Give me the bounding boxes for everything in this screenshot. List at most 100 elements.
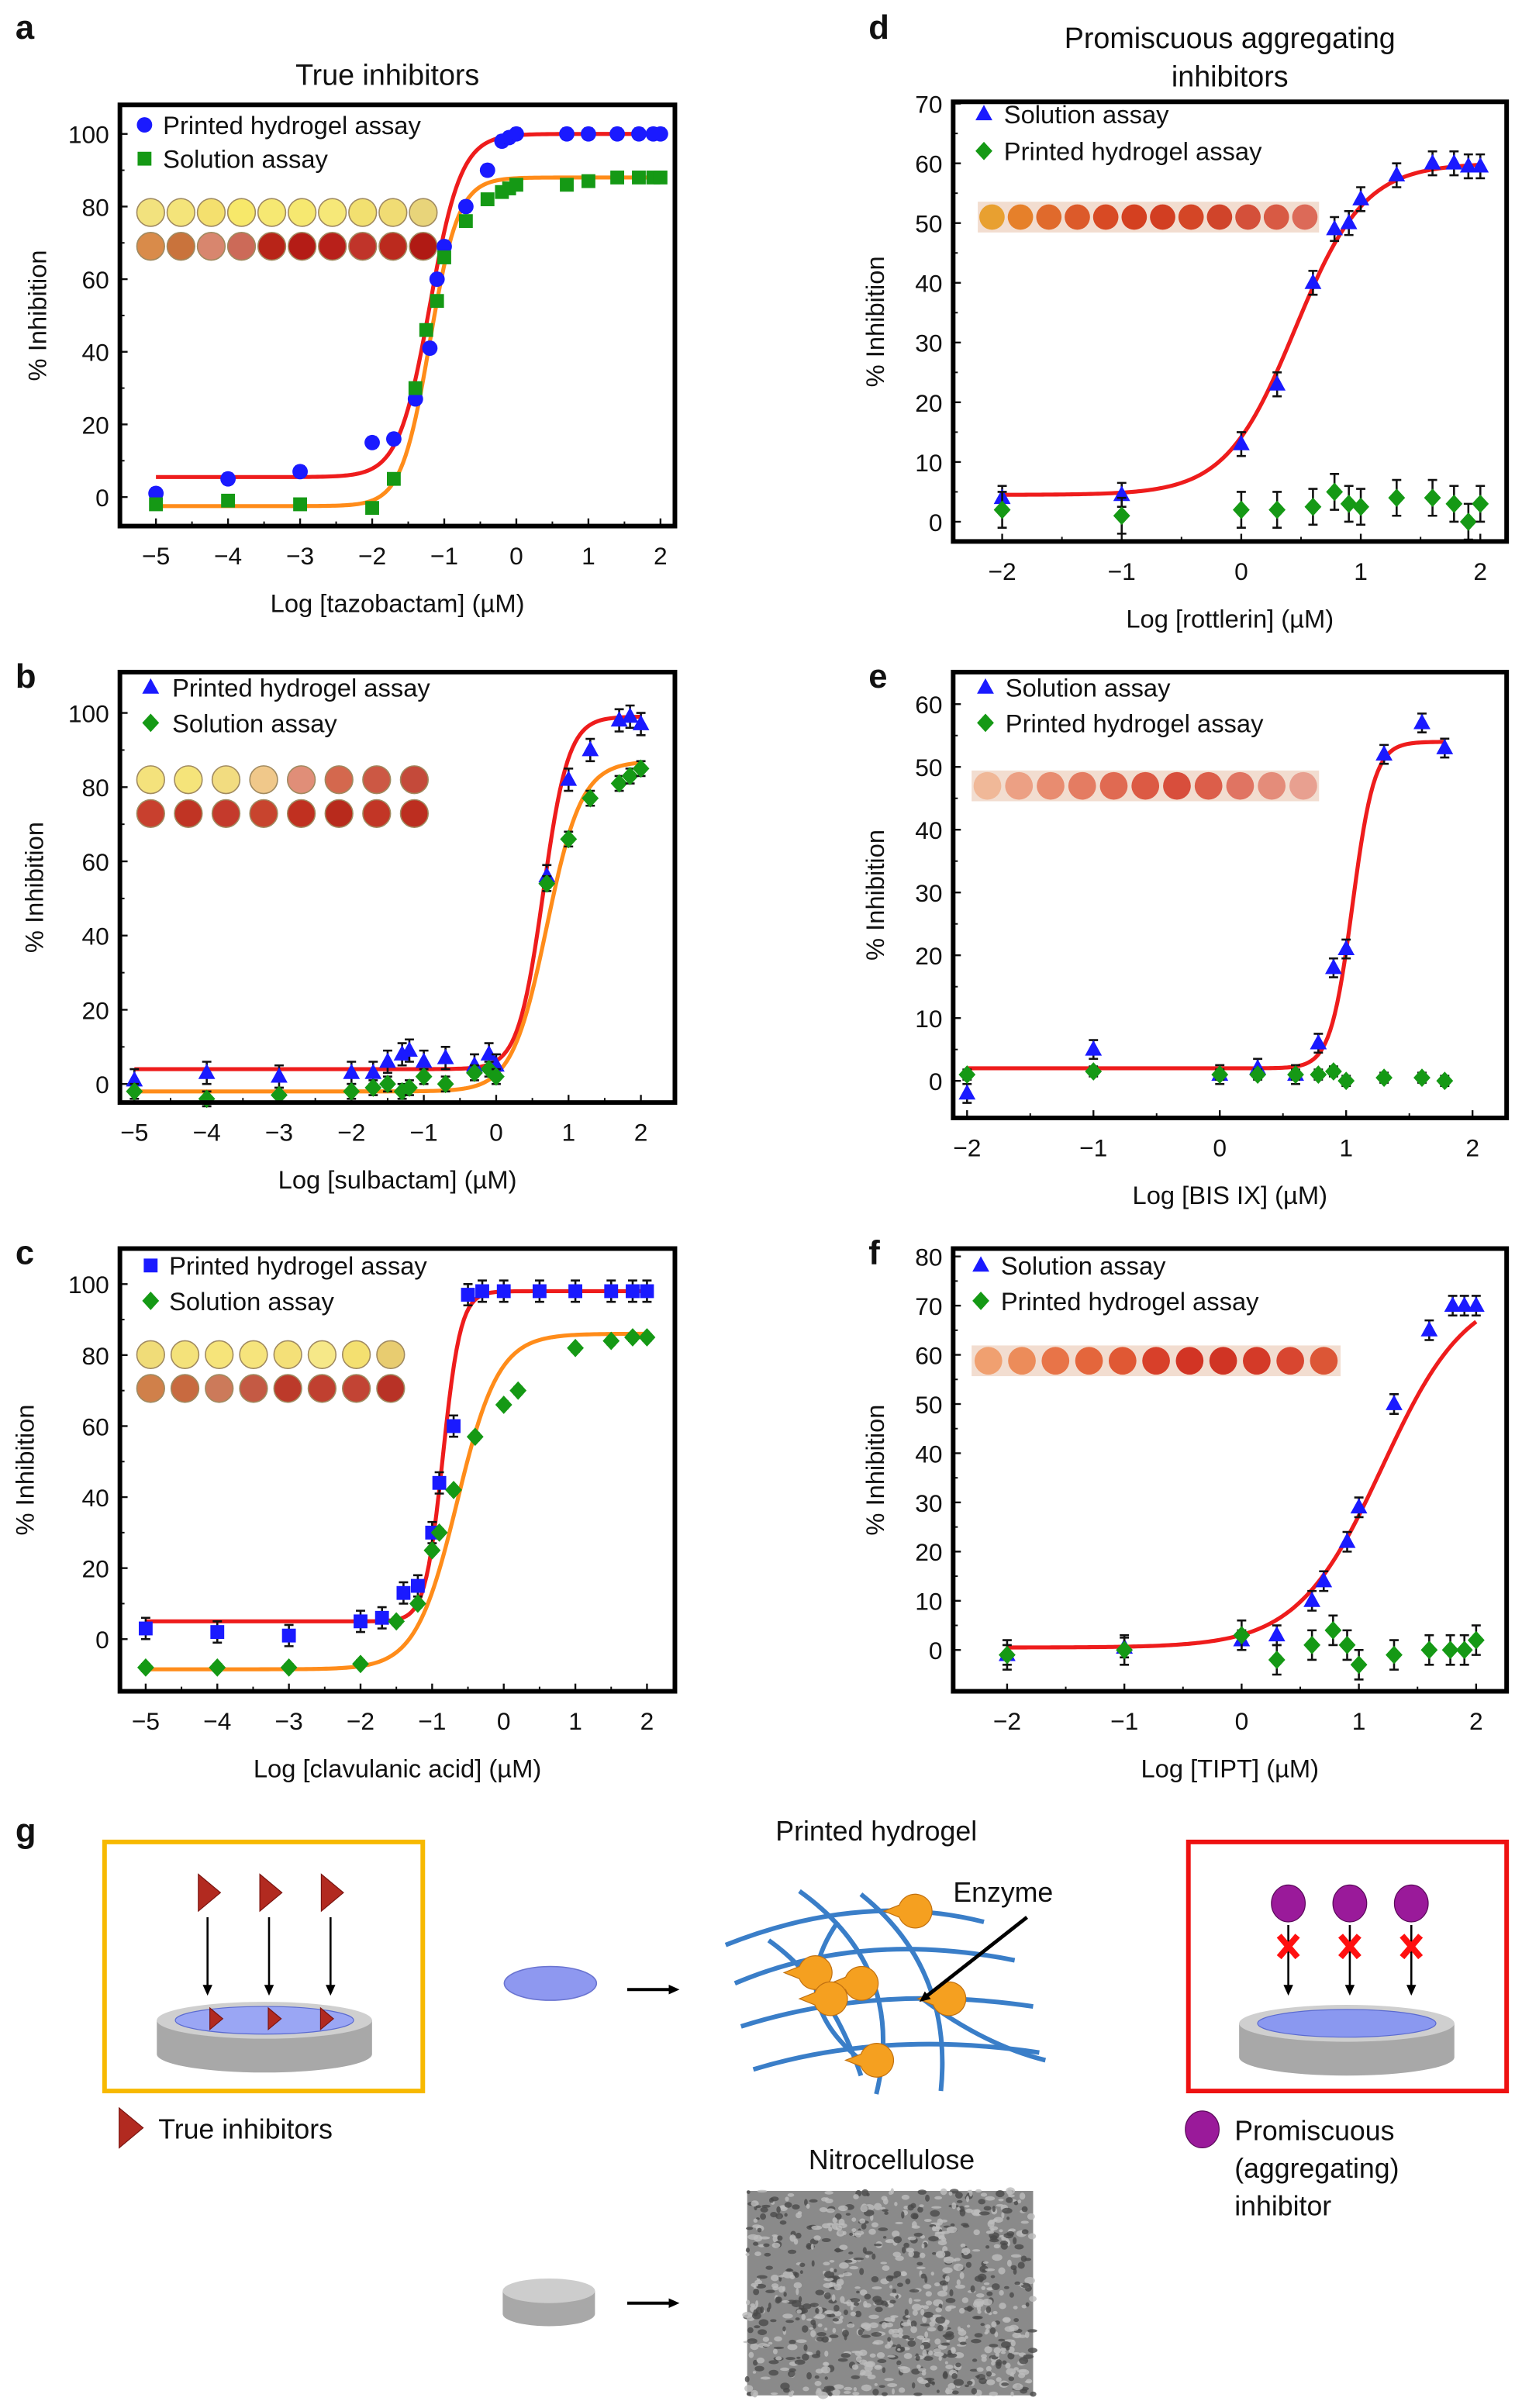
promiscuous-inhibitor-label: Promiscuous — [1234, 2116, 1394, 2147]
true-inhibitors-label: True inhibitors — [158, 2114, 333, 2145]
panel-label: g — [16, 1813, 36, 1850]
plate-photo-inset — [136, 765, 430, 829]
x-tick-label: 0 — [1234, 557, 1248, 585]
x-axis-label: Log [TIPT] (µM) — [1141, 1754, 1319, 1783]
y-tick-label: 30 — [915, 1489, 942, 1517]
well — [1108, 1347, 1137, 1375]
plot-frame — [951, 99, 1510, 544]
data-point — [1386, 1645, 1403, 1665]
well — [1092, 204, 1119, 230]
well — [1226, 771, 1255, 800]
true-inhibitor-icon — [320, 1873, 344, 1913]
data-point — [495, 1395, 513, 1414]
legend: Solution assay Printed hydrogel assay — [977, 674, 1264, 737]
enzyme-icon — [798, 1981, 848, 2016]
data-point — [1420, 1320, 1438, 1337]
well — [1041, 1347, 1070, 1375]
well — [257, 232, 287, 261]
y-axis-label: % Inhibition — [20, 822, 49, 953]
well — [1276, 1347, 1304, 1375]
data-point — [1304, 497, 1322, 516]
blocked-x-icon — [1338, 1934, 1362, 1960]
y-tick-label: 40 — [81, 339, 109, 367]
panel-label: f — [868, 1234, 880, 1271]
data-point — [1304, 273, 1322, 289]
well — [286, 765, 316, 795]
down-arrow-icon — [326, 1917, 336, 1996]
data-point — [581, 174, 595, 188]
x-tick-label: −1 — [1110, 1707, 1138, 1735]
data-point — [220, 471, 236, 487]
well — [273, 1340, 302, 1369]
data-point — [1338, 1636, 1356, 1654]
well — [1258, 771, 1286, 800]
data-point — [1350, 1498, 1368, 1514]
data-point — [1326, 219, 1344, 236]
data-point — [604, 1284, 619, 1299]
x-tick-label: −4 — [203, 1707, 231, 1735]
data-point — [632, 715, 650, 730]
fit-curve-1 — [156, 132, 661, 479]
y-tick-label: 80 — [915, 1244, 942, 1271]
well — [979, 204, 1005, 230]
data-point — [429, 271, 445, 288]
y-tick-label: 60 — [81, 1413, 109, 1440]
data-point — [1386, 1395, 1403, 1410]
y-tick-label: 60 — [915, 1341, 942, 1369]
y-tick-label: 40 — [915, 816, 942, 844]
data-point — [423, 1540, 441, 1560]
data-point — [1324, 1620, 1342, 1640]
series-2 — [958, 1062, 1454, 1091]
well — [249, 799, 278, 829]
data-point — [1303, 1591, 1321, 1607]
data-point — [509, 178, 523, 192]
well — [1292, 204, 1318, 230]
panel-label: d — [868, 9, 889, 47]
right-arrow-icon — [626, 1984, 680, 1995]
nitrocellulose-disk — [502, 2278, 595, 2327]
series-1 — [999, 1295, 1485, 1666]
x-tick-label: −5 — [120, 1119, 148, 1147]
well — [174, 765, 203, 795]
data-point — [379, 1052, 396, 1068]
well — [362, 765, 392, 795]
y-axis-label: % Inhibition — [861, 1404, 889, 1535]
data-point — [415, 1067, 433, 1086]
well — [196, 232, 226, 261]
legend-label: Solution assay — [169, 1287, 334, 1316]
well — [318, 232, 347, 261]
fit-curve-1 — [134, 714, 641, 1071]
y-tick-label: 10 — [915, 449, 942, 477]
x-tick-label: 1 — [561, 1119, 575, 1147]
polymer-strand — [733, 1947, 1016, 1986]
promiscuous-inhibitor-box — [1186, 1839, 1510, 2094]
data-point — [653, 171, 668, 185]
data-point — [374, 1610, 389, 1625]
data-point — [1445, 154, 1463, 170]
y-tick-label: 20 — [81, 1555, 109, 1583]
data-point — [466, 1427, 484, 1447]
data-point — [610, 774, 628, 793]
data-point — [209, 1658, 226, 1677]
data-point — [496, 1284, 511, 1299]
nitrocellulose-label: Nitrocellulose — [809, 2144, 975, 2175]
data-point — [632, 171, 646, 185]
data-point — [1352, 497, 1369, 516]
y-tick-label: 70 — [915, 91, 942, 119]
data-point — [410, 1578, 425, 1593]
x-tick-label: −1 — [418, 1707, 446, 1735]
well — [362, 799, 392, 829]
data-point — [466, 1063, 483, 1082]
right-arrow-icon — [626, 2298, 680, 2308]
well — [376, 1374, 406, 1403]
x-axis-label: Log [rottlerin] (µM) — [1126, 604, 1334, 633]
x-tick-label: −4 — [193, 1119, 221, 1147]
data-point — [624, 1328, 641, 1347]
y-tick-label: 20 — [915, 389, 942, 417]
legend: Printed hydrogel assay Solution assay — [142, 1251, 427, 1316]
data-point — [379, 1075, 396, 1094]
data-point — [560, 830, 578, 849]
well — [1007, 204, 1034, 230]
plate-photo-inset — [972, 770, 1320, 802]
